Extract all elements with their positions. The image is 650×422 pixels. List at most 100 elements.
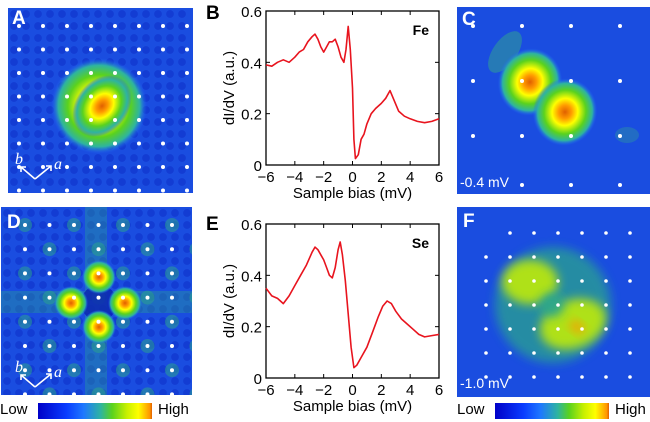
lattice-dot [137,47,141,52]
lattice-dot [17,47,21,52]
texture-spot [39,209,47,217]
texture-spot [10,10,18,18]
texture-spot [15,389,23,395]
texture-spot [51,329,59,337]
texture-spot [111,389,119,395]
lattice-dot [556,303,560,307]
colorbar-low-label-left: Low [0,401,28,418]
texture-spot [22,154,30,162]
x-tick-label: 0 [348,169,356,186]
texture-spot [82,46,90,54]
texture-spot [58,34,66,42]
texture-spot [87,353,95,361]
texture-spot [94,10,102,18]
texture-spot [75,257,83,265]
texture-spot [147,269,155,277]
texture-spot [147,329,155,337]
lattice-dot [23,223,27,227]
series-annotation: Fe [413,22,430,38]
texture-spot [166,154,174,162]
texture-spot [166,130,174,138]
texture-spot [46,82,54,90]
texture-spot [99,365,107,373]
series-annotation: Se [412,235,429,251]
texture-spot [34,58,42,66]
lattice-b-label: b [15,359,23,376]
texture-spot [189,389,192,395]
texture-spot [142,22,150,30]
texture-spot [3,389,11,395]
lattice-dot [161,141,165,146]
x-tick-label: −2 [315,169,332,186]
texture-spot [22,22,30,30]
lattice-dot [628,351,632,355]
texture-spot [166,22,174,30]
lattice-dot [484,279,488,283]
texture-spot [183,269,191,277]
texture-spot [154,94,162,102]
lattice-dot [17,165,21,169]
lattice-dot [556,351,560,355]
texture-spot [154,118,162,126]
lattice-dot [41,188,45,193]
texture-spot [22,118,30,126]
lattice-dot [72,392,76,395]
texture-spot [63,389,71,395]
texture-spot [27,245,35,253]
texture-spot [189,292,192,303]
texture-spot [51,353,59,361]
texture-spot [51,317,59,325]
lattice-dot [65,47,69,52]
lattice-dot [96,319,101,324]
lattice-dot [532,279,536,283]
texture-spot [123,389,131,395]
texture-spot [46,58,54,66]
texture-spot [183,245,191,253]
lattice-dot [17,141,21,146]
lattice-dot [113,165,117,169]
texture-spot [82,154,90,162]
texture-spot [39,221,47,229]
lattice-dot [484,255,488,259]
lattice-dot [161,118,165,122]
lattice-dot [23,295,27,300]
texture-spot [142,10,150,18]
texture-spot [3,245,11,253]
texture-spot [3,305,11,313]
lattice-dot [96,271,101,276]
texture-spot [27,329,35,337]
colorbar-low-label-right: Low [457,401,485,418]
lattice-dot [532,327,536,331]
x-axis-label: Sample bias (mV) [293,398,412,415]
lattice-dot [137,94,141,99]
texture-spot [118,46,126,54]
x-axis-label: Sample bias (mV) [293,185,412,202]
texture-spot [15,353,23,361]
texture-spot [75,329,83,337]
texture-spot [46,70,54,78]
texture-spot [27,305,35,313]
colorbar-high-label-right: High [615,401,646,418]
lattice-dot [532,375,536,379]
texture-spot [70,10,78,18]
texture-spot [51,365,59,373]
texture-spot [142,166,150,174]
texture-spot [63,377,71,385]
lattice-dot [604,351,608,355]
texture-spot [87,221,95,229]
texture-spot [159,317,167,325]
texture-spot [171,329,179,337]
texture-spot [22,58,30,66]
texture-spot [171,353,179,361]
texture-spot [63,209,71,217]
texture-spot [142,46,150,54]
lattice-b-label: b [15,151,23,168]
y-tick-label: 0 [254,158,262,175]
density-blob [108,286,142,320]
map-panel-f: F -1.0 mV [457,207,650,397]
lattice-dot [72,295,76,300]
texture-spot [130,58,138,66]
lattice-dot [65,94,69,99]
texture-spot [46,118,54,126]
lattice-axes-icon [20,373,52,388]
